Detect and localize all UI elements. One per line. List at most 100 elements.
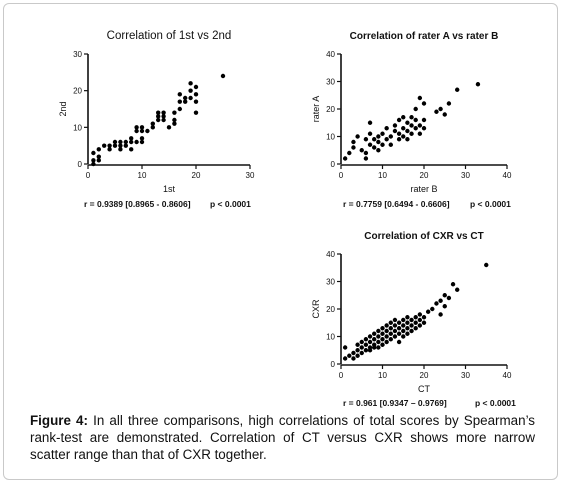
- data-point: [193, 99, 199, 104]
- data-point: [401, 323, 406, 328]
- data-point: [129, 139, 134, 145]
- chart-cxr-vs-ct: Correlation of CXR vs CT 0 10 20 30 40 0 10 20 30…: [311, 231, 512, 394]
- caption-text: In all three comparisons, high correlati…: [30, 413, 535, 462]
- data-point: [409, 131, 414, 136]
- data-point: [372, 337, 377, 342]
- data-point: [188, 88, 193, 93]
- data-point: [166, 125, 172, 130]
- data-point: [417, 323, 423, 328]
- data-point: [384, 126, 389, 131]
- data-point: [351, 139, 356, 145]
- data-point: [405, 315, 410, 320]
- chart-1st-vs-2nd: Correlation of 1st vs 2nd 0 10 20 30 0 10 20 30 1…: [58, 30, 255, 194]
- caption-label: Figure 4:: [30, 413, 88, 428]
- data-point: [367, 142, 373, 147]
- data-point: [91, 161, 96, 167]
- data-point: [193, 110, 199, 115]
- data-point: [139, 136, 145, 141]
- data-point: [363, 156, 369, 161]
- data-point: [450, 282, 456, 287]
- y-axis-label: 2nd: [58, 101, 68, 116]
- data-point: [421, 101, 427, 106]
- data-point: [91, 158, 96, 163]
- data-point: [380, 331, 385, 336]
- data-point: [405, 120, 410, 125]
- data-point: [396, 320, 402, 325]
- data-point: [102, 143, 107, 148]
- data-point: [139, 128, 145, 134]
- data-point: [347, 150, 352, 156]
- y-tick-label: 10: [326, 133, 335, 142]
- data-point: [421, 315, 427, 320]
- y-tick-label: 40: [326, 50, 335, 59]
- data-point: [134, 128, 139, 134]
- data-point: [161, 114, 166, 119]
- data-point: [438, 312, 443, 317]
- data-point: [123, 139, 128, 145]
- data-point: [396, 331, 402, 336]
- data-point: [455, 87, 460, 92]
- data-point: [392, 328, 398, 334]
- data-point: [139, 139, 145, 145]
- data-point: [367, 334, 373, 339]
- y-tick-label: 30: [326, 78, 335, 87]
- data-point: [417, 317, 423, 323]
- y-tick-label: 10: [326, 333, 335, 342]
- data-point: [417, 95, 423, 101]
- data-point: [442, 304, 447, 309]
- data-point: [401, 317, 406, 323]
- data-point: [183, 95, 188, 101]
- data-point: [417, 312, 423, 317]
- data-point: [401, 134, 406, 139]
- data-point: [363, 137, 369, 142]
- x-tick-label: 0: [86, 171, 91, 180]
- y-tick-label: 30: [73, 50, 82, 59]
- data-point: [413, 320, 418, 325]
- x-tick-label: 20: [192, 171, 201, 180]
- data-point: [409, 328, 414, 334]
- data-point: [351, 145, 356, 150]
- data-point: [112, 139, 118, 145]
- y-tick-label: 0: [331, 160, 336, 169]
- data-point: [372, 145, 377, 150]
- data-point: [220, 73, 226, 79]
- chart-title: Correlation of rater A vs rater B: [350, 31, 499, 42]
- y-axis-label: rater A: [311, 96, 321, 123]
- data-point: [409, 115, 414, 120]
- data-point: [177, 92, 182, 97]
- data-point: [112, 143, 118, 148]
- data-point: [359, 345, 364, 350]
- y-tick-label: 30: [326, 278, 335, 287]
- data-point: [396, 339, 402, 345]
- data-point: [372, 342, 377, 347]
- chart-title: Correlation of 1st vs 2nd: [107, 30, 232, 42]
- data-point: [475, 82, 481, 87]
- y-tick-label: 0: [331, 360, 336, 369]
- data-point: [392, 128, 398, 134]
- data-point: [396, 326, 402, 331]
- x-tick-label: 20: [420, 171, 429, 180]
- data-point: [396, 117, 402, 123]
- data-point: [392, 317, 398, 323]
- x-tick-label: 0: [339, 371, 344, 380]
- data-point: [376, 139, 381, 145]
- data-point: [96, 154, 101, 159]
- data-point: [107, 143, 112, 148]
- data-point: [392, 123, 398, 128]
- data-point: [421, 320, 427, 325]
- data-point: [376, 339, 381, 345]
- data-point: [363, 150, 369, 156]
- x-tick-label: 20: [420, 371, 429, 380]
- data-point: [107, 147, 112, 152]
- data-point: [177, 106, 182, 112]
- data-point: [384, 339, 389, 345]
- x-tick-label: 40: [503, 171, 512, 180]
- data-point: [405, 326, 410, 331]
- data-point: [413, 315, 418, 320]
- data-point: [156, 110, 161, 115]
- data-point: [405, 128, 410, 134]
- y-tick-label: 20: [326, 105, 335, 114]
- data-point: [388, 331, 393, 336]
- data-point: [376, 328, 381, 334]
- data-point: [413, 126, 418, 131]
